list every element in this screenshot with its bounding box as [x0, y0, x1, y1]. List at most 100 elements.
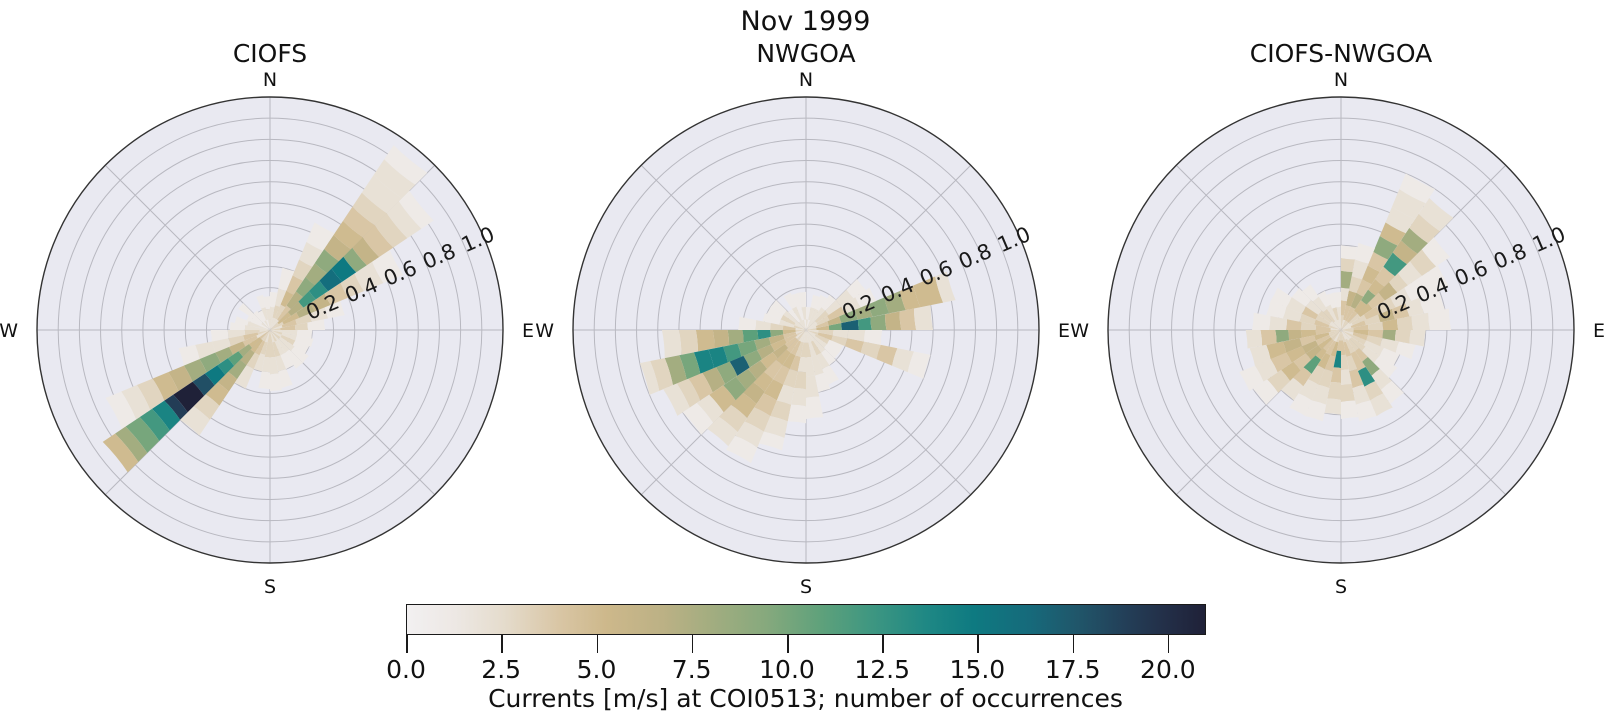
rose-sector-segment [814, 310, 829, 323]
rose-sector-segment [1379, 222, 1406, 246]
rose-sector-segment [742, 329, 759, 343]
rose-sector-segment [787, 404, 807, 424]
rose-sector-segment [269, 306, 275, 320]
rose-sector-segment [282, 329, 298, 336]
rose-sector-segment [1371, 368, 1392, 390]
rose-sector-segment [1350, 320, 1366, 328]
rose-sector-segment [1409, 329, 1426, 347]
rose-sector-segment [821, 294, 836, 311]
rose-sector-segment [260, 341, 268, 355]
rose-sector-segment [115, 426, 148, 462]
rose-sector-segment [259, 330, 270, 339]
rose-sector-segment [1330, 341, 1339, 357]
rose-sector-segment [782, 329, 796, 335]
rose-sector-segment [815, 373, 831, 393]
rose-sector-segment [816, 325, 830, 331]
rose-sector-segment [1252, 379, 1279, 405]
rose-sector-segment [1353, 324, 1369, 331]
rose-sector-segment [254, 340, 266, 356]
rose-sector-segment [1363, 340, 1385, 356]
rose-sector-segment [269, 373, 282, 392]
rose-sector-segment [204, 365, 226, 386]
rose-sector-segment [1318, 310, 1333, 323]
colorbar-label: Currents [m/s] at COI0513; number of occ… [488, 684, 1123, 713]
colorbar-tick-label: 5.0 [576, 655, 617, 684]
rose-sector-segment [1254, 359, 1278, 382]
rose-sector-segment [810, 340, 822, 356]
rose-sector-segment [827, 339, 844, 353]
rose-sector-segment [1419, 289, 1445, 314]
rose-sector-segment [298, 291, 316, 308]
rose-sector-segment [331, 256, 357, 282]
rose-sector-segment [1348, 313, 1361, 325]
rose-sector-segment [805, 396, 824, 419]
rose-sector-segment [373, 159, 416, 199]
rose-sector-segment [1338, 330, 1341, 341]
rose-sector-segment [757, 344, 775, 360]
rose-sector-segment [1336, 330, 1341, 343]
rose-sector-segment [815, 321, 829, 328]
rose-sector-segment [805, 342, 812, 358]
rose-sector-segment [264, 342, 271, 358]
rose-sector-segment [791, 292, 802, 309]
rose-sector-segment [229, 322, 246, 331]
rose-sector-segment [1367, 292, 1386, 309]
rose-sector-segment [280, 334, 296, 346]
rose-sector-segment [270, 330, 282, 338]
rose-sector-segment [1341, 322, 1350, 330]
rose-sector-segment [810, 294, 820, 309]
rose-sector-segment [798, 330, 806, 342]
rose-sector-segment [1301, 306, 1319, 320]
rose-sector-segment [1376, 297, 1396, 314]
rose-sector-segment [1340, 315, 1344, 330]
rose-sector-segment [1252, 312, 1271, 331]
rose-sector-segment [1328, 330, 1341, 335]
rose-sector-segment [817, 332, 833, 341]
rose-sector-segment [1343, 341, 1352, 357]
rose-sector-segment [762, 312, 781, 325]
rose-sector-segment [791, 306, 802, 322]
rose-sector-segment [267, 330, 271, 343]
rose-sector-segment [1300, 322, 1317, 331]
rose-sector-segment [913, 276, 944, 308]
rose-sector-segment [797, 307, 804, 321]
subplot-title-ciofs: CIOFS [232, 39, 308, 68]
rose-sector-segment [682, 403, 714, 435]
rose-sector-segment [1373, 355, 1398, 378]
rose-sector-segment [1275, 329, 1290, 343]
rose-sector-segment [1351, 314, 1367, 326]
rose-sector-segment [260, 324, 270, 330]
rose-sector-segment [1395, 341, 1416, 360]
rose-sector-segment [1364, 314, 1381, 326]
rose-sector-segment [795, 341, 804, 357]
rose-sector-segment [676, 378, 701, 408]
rose-sector-segment [679, 352, 701, 380]
rose-sector-segment [1348, 275, 1363, 293]
rose-sector-segment [1368, 329, 1384, 339]
rose-sector-segment [1332, 307, 1339, 321]
rose-sector-segment [841, 319, 859, 331]
rose-sector-segment [1380, 338, 1400, 353]
rose-sector-segment [811, 355, 824, 376]
rose-sector-segment [228, 341, 246, 355]
rose-sector-segment [1338, 319, 1341, 330]
rose-sector-segment [1329, 322, 1341, 330]
rose-sector-segment [1330, 330, 1341, 339]
rose-sector-segment [776, 349, 791, 366]
rose-sector-segment [831, 335, 848, 347]
rose-sector-segment [884, 291, 906, 314]
rose-sector-segment [702, 367, 725, 393]
rose-sector-segment [1345, 306, 1356, 322]
rose-sector-segment [827, 316, 842, 326]
rose-sector-segment [211, 338, 231, 353]
rose-sector-segment [805, 357, 816, 377]
rose-sector-segment [1260, 329, 1277, 346]
colorbar-tick-mark [501, 635, 503, 653]
rose-sector-segment [192, 373, 215, 396]
rose-sector-segment [272, 341, 281, 357]
rose-sector-segment [1323, 338, 1334, 352]
rose-sector-segment [264, 320, 270, 330]
rose-sector-segment [1249, 344, 1271, 366]
rose-sector-segment [1352, 384, 1371, 405]
